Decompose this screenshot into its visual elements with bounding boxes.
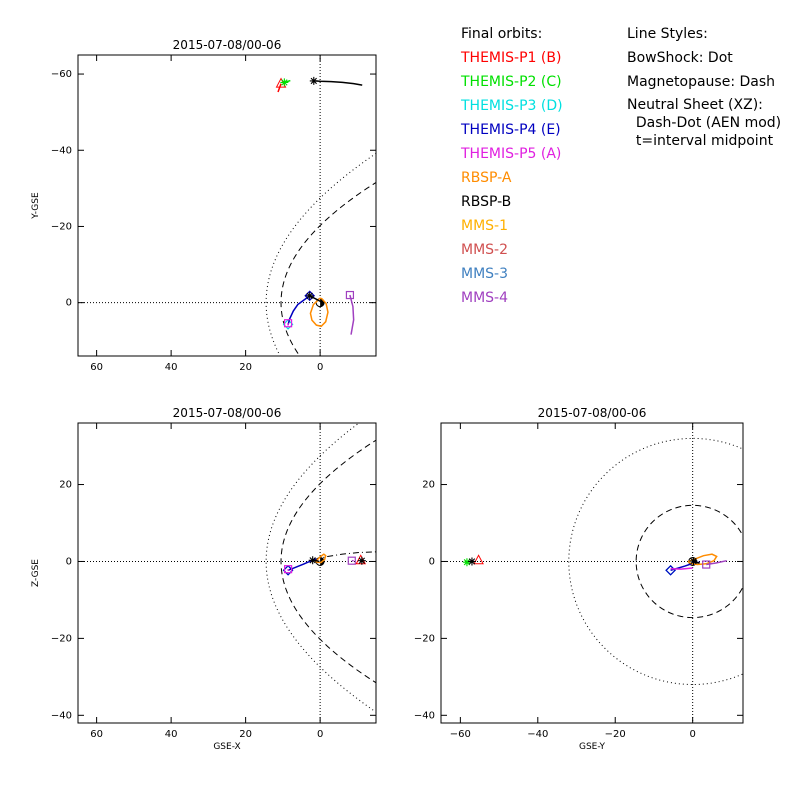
x-tick-label: 0 bbox=[317, 729, 323, 740]
legend-item: THEMIS-P4 (E) bbox=[461, 122, 561, 138]
orbit-end-marker bbox=[689, 557, 698, 566]
plot-frame bbox=[77, 422, 377, 724]
y-tick-label: −60 bbox=[51, 69, 72, 80]
plot-panel-1: 60 40 20 0 −60 −40 −20 0 2015-07-08/00-06 Y-GSE bbox=[31, 38, 377, 373]
x-tick-label: −60 bbox=[450, 729, 471, 740]
y-tick-label: 0 bbox=[66, 298, 72, 309]
plot-panel-3: −60 −40 −20 0 −40 −20 0 20 2015-07-08/00-06 GSE-Y bbox=[414, 406, 744, 752]
orbit-path bbox=[687, 553, 718, 566]
legend-item: MMS-1 bbox=[461, 218, 509, 234]
style-item: Neutral Sheet (XZ): bbox=[627, 97, 763, 113]
orbit-end-marker bbox=[308, 556, 317, 565]
legend-item: RBSP-A bbox=[461, 170, 512, 186]
orbit-end-marker bbox=[304, 290, 316, 302]
style-item: Dash-Dot (AEN mod) bbox=[627, 115, 782, 131]
legend-item: THEMIS-P2 (C) bbox=[461, 74, 562, 90]
legend-item: THEMIS-P1 (B) bbox=[461, 50, 562, 66]
legend-styles-title: Line Styles: bbox=[627, 26, 708, 42]
orbit-end-marker bbox=[473, 554, 484, 565]
x-tick-label: 0 bbox=[689, 729, 695, 740]
x-tick-label: 20 bbox=[239, 362, 252, 373]
y-axis-label: Y-GSE bbox=[31, 192, 41, 220]
x-tick-label: 40 bbox=[165, 729, 178, 740]
final-orbits-legend: Final orbits: THEMIS-P1 (B) THEMIS-P2 (C… bbox=[461, 22, 563, 310]
orbit-end-marker bbox=[283, 565, 293, 574]
legend-item: THEMIS-P3 (D) bbox=[461, 98, 563, 114]
plot-title: 2015-07-08/00-06 bbox=[173, 406, 282, 420]
style-item: t=interval midpoint bbox=[627, 133, 774, 149]
orbit-end-marker bbox=[280, 78, 289, 87]
x-tick-label: 60 bbox=[90, 362, 103, 373]
orbit-path bbox=[309, 297, 329, 328]
orbit-path bbox=[277, 83, 282, 93]
plot-title: 2015-07-08/00-06 bbox=[538, 406, 647, 420]
orbit-end-marker bbox=[347, 556, 356, 565]
orbit-path bbox=[315, 553, 327, 564]
orbit-end-marker bbox=[283, 319, 293, 328]
x-tick-label: 0 bbox=[317, 362, 323, 373]
orbit-path bbox=[349, 294, 355, 335]
ref-curve-magnetopause bbox=[280, 181, 376, 356]
legend-item: MMS-3 bbox=[461, 266, 509, 282]
x-axis-label: GSE-Y bbox=[579, 742, 606, 752]
x-tick-label: 40 bbox=[165, 362, 178, 373]
orbit-path bbox=[670, 567, 693, 570]
orbit-path bbox=[309, 295, 322, 303]
legend-item: THEMIS-P5 (A) bbox=[461, 146, 562, 162]
plot-area bbox=[78, 423, 376, 723]
orbit-end-marker bbox=[467, 557, 476, 566]
style-item: BowShock: Dot bbox=[627, 50, 733, 66]
ref-curve-neutral-sheet bbox=[314, 551, 376, 561]
y-tick-label: 0 bbox=[66, 556, 72, 567]
ref-curve-magnetopause bbox=[280, 439, 376, 684]
y-tick-label: −40 bbox=[51, 710, 72, 721]
legend-item: RBSP-B bbox=[461, 194, 512, 210]
y-tick-label: 20 bbox=[59, 480, 72, 491]
orbit-end-marker bbox=[345, 290, 355, 300]
y-tick-label: 20 bbox=[422, 480, 435, 491]
x-axis-label: GSE-X bbox=[213, 742, 240, 752]
x-tick-label: 20 bbox=[239, 729, 252, 740]
plot-area bbox=[441, 423, 743, 723]
orbit-end-marker bbox=[357, 556, 366, 565]
style-item: Magnetopause: Dash bbox=[627, 74, 776, 90]
y-tick-label: −20 bbox=[51, 633, 72, 644]
orbit-end-marker bbox=[305, 291, 314, 300]
line-styles-legend: Line Styles: BowShock: Dot Magnetopause:… bbox=[627, 22, 781, 150]
y-axis-label: Z-GSE bbox=[31, 559, 41, 587]
y-tick-label: −20 bbox=[414, 633, 435, 644]
x-tick-label: 60 bbox=[90, 729, 103, 740]
plot-title: 2015-07-08/00-06 bbox=[173, 38, 282, 52]
plot-frame bbox=[77, 54, 377, 357]
legend-item: MMS-4 bbox=[461, 290, 509, 306]
orbit-end-marker bbox=[462, 558, 471, 567]
ref-curve-bowshock bbox=[265, 152, 376, 356]
legend-orbits-title: Final orbits: bbox=[461, 26, 543, 42]
legend-item: MMS-2 bbox=[461, 242, 509, 258]
y-tick-label: −40 bbox=[51, 145, 72, 156]
orbit-end-marker bbox=[702, 560, 711, 569]
x-tick-label: −20 bbox=[605, 729, 626, 740]
plot-panel-2: 60 40 20 0 −40 −20 0 20 2015-07-08/00-06 GSE-X Z-G… bbox=[31, 406, 377, 752]
orbit-end-marker bbox=[309, 76, 318, 85]
y-tick-label: −40 bbox=[414, 710, 435, 721]
y-tick-label: −20 bbox=[51, 221, 72, 232]
plot-frame bbox=[440, 422, 744, 724]
x-tick-label: −40 bbox=[527, 729, 548, 740]
y-tick-label: 0 bbox=[429, 556, 435, 567]
plot-area bbox=[78, 55, 376, 356]
ref-curve-magnetopause bbox=[635, 504, 743, 619]
orbit-path bbox=[313, 80, 363, 86]
